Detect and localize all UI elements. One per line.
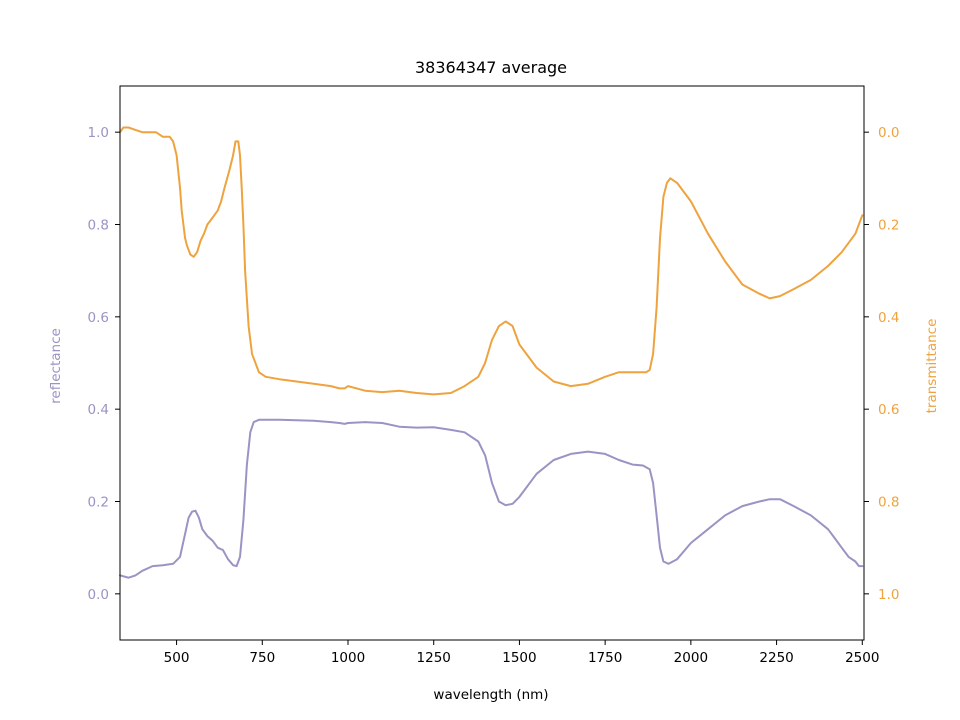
y-right-tick-label: 0.4: [878, 310, 899, 326]
plot-area: [119, 126, 864, 579]
reflectance-series-line: [119, 418, 864, 579]
x-tick-label: 1500: [502, 650, 536, 666]
y-left-tick-label: 1.0: [88, 125, 109, 141]
chart-title: 38364347 average: [415, 58, 567, 77]
y-right-tick-label: 0.2: [878, 218, 899, 234]
x-tick-label: 1000: [331, 650, 365, 666]
y-right-tick-label: 0.0: [878, 125, 899, 141]
y-right-tick-label: 0.6: [878, 402, 899, 418]
transmittance-series-line: [119, 126, 864, 396]
y-axis-label-left: reflectance: [48, 328, 64, 404]
y-left-tick-label: 0.4: [88, 402, 109, 418]
x-axis-label: wavelength (nm): [433, 687, 548, 703]
y-left-tick-label: 0.8: [88, 218, 109, 234]
axes-frame: [119, 85, 865, 641]
y-left-tick-label: 0.6: [88, 310, 109, 326]
y-right-tick-label: 1.0: [878, 587, 899, 603]
axes: 500 750 1000 1250 1500 1750 2000 2250 2500 0.0 0.2…: [88, 85, 899, 666]
y-axis-label-right: transmittance: [924, 319, 940, 414]
x-tick-label: 2000: [674, 650, 708, 666]
x-tick-label: 1250: [417, 650, 451, 666]
x-tick-label: 500: [164, 650, 190, 666]
y-left-tick-label: 0.2: [88, 495, 109, 511]
x-tick-label: 1750: [588, 650, 622, 666]
y-left-tick-label: 0.0: [88, 587, 109, 603]
x-tick-label: 2250: [759, 650, 793, 666]
x-tick-label: 2500: [845, 650, 879, 666]
x-tick-label: 750: [249, 650, 275, 666]
y-right-tick-label: 0.8: [878, 495, 899, 511]
